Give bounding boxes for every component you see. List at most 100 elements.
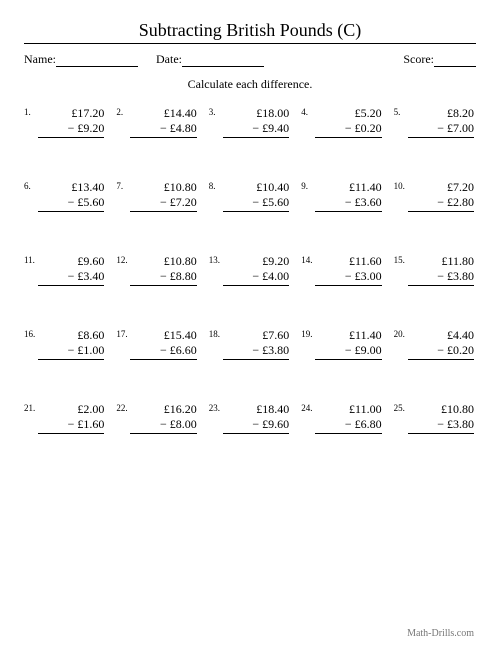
problem: 3.£18.00− £9.40	[209, 106, 291, 138]
subtrahend: − £9.00	[315, 343, 381, 360]
subtrahend: − £3.80	[223, 343, 289, 360]
minuend: £18.00	[223, 106, 289, 121]
problem-number: 10.	[394, 180, 408, 191]
page-title: Subtracting British Pounds (C)	[24, 20, 476, 41]
problem: 7.£10.80− £7.20	[116, 180, 198, 212]
problem-stack: £4.40− £0.20	[408, 328, 476, 360]
subtrahend: − £6.60	[130, 343, 196, 360]
minuend: £11.80	[408, 254, 474, 269]
subtrahend: − £7.20	[130, 195, 196, 212]
subtrahend: − £1.00	[38, 343, 104, 360]
problem-stack: £18.40− £9.60	[223, 402, 291, 434]
meta-row: Name: Date: Score:	[24, 52, 476, 67]
name-line	[56, 55, 138, 67]
problem-number: 17.	[116, 328, 130, 339]
problem: 2.£14.40− £4.80	[116, 106, 198, 138]
minuend: £10.80	[408, 402, 474, 417]
minuend: £7.60	[223, 328, 289, 343]
problem-stack: £11.80− £3.80	[408, 254, 476, 286]
problem-stack: £18.00− £9.40	[223, 106, 291, 138]
minuend: £5.20	[315, 106, 381, 121]
subtrahend: − £3.80	[408, 269, 474, 286]
problem-stack: £10.80− £3.80	[408, 402, 476, 434]
problem: 4.£5.20− £0.20	[301, 106, 383, 138]
minuend: £8.60	[38, 328, 104, 343]
problem: 19.£11.40− £9.00	[301, 328, 383, 360]
minuend: £13.40	[38, 180, 104, 195]
minuend: £18.40	[223, 402, 289, 417]
minuend: £15.40	[130, 328, 196, 343]
problem-stack: £5.20− £0.20	[315, 106, 383, 138]
problem-number: 11.	[24, 254, 38, 265]
problem: 11.£9.60− £3.40	[24, 254, 106, 286]
problem-stack: £11.40− £9.00	[315, 328, 383, 360]
problem: 10.£7.20− £2.80	[394, 180, 476, 212]
problem-number: 15.	[394, 254, 408, 265]
minuend: £11.40	[315, 328, 381, 343]
subtrahend: − £8.80	[130, 269, 196, 286]
subtrahend: − £9.40	[223, 121, 289, 138]
minuend: £9.60	[38, 254, 104, 269]
footer: Math-Drills.com	[407, 628, 474, 639]
problem-stack: £8.60− £1.00	[38, 328, 106, 360]
problem-stack: £10.80− £8.80	[130, 254, 198, 286]
problem: 20.£4.40− £0.20	[394, 328, 476, 360]
subtrahend: − £9.20	[38, 121, 104, 138]
subtrahend: − £8.00	[130, 417, 196, 434]
problem-number: 4.	[301, 106, 315, 117]
problem-number: 6.	[24, 180, 38, 191]
minuend: £10.40	[223, 180, 289, 195]
problem: 5.£8.20− £7.00	[394, 106, 476, 138]
problem-stack: £15.40− £6.60	[130, 328, 198, 360]
subtrahend: − £4.80	[130, 121, 196, 138]
subtrahend: − £5.60	[38, 195, 104, 212]
minuend: £9.20	[223, 254, 289, 269]
problem: 25.£10.80− £3.80	[394, 402, 476, 434]
subtrahend: − £0.20	[408, 343, 474, 360]
problem: 12.£10.80− £8.80	[116, 254, 198, 286]
score-field: Score:	[403, 52, 476, 67]
problem-stack: £16.20− £8.00	[130, 402, 198, 434]
problem-number: 7.	[116, 180, 130, 191]
problem-number: 20.	[394, 328, 408, 339]
minuend: £10.80	[130, 180, 196, 195]
problem: 9.£11.40− £3.60	[301, 180, 383, 212]
problem-stack: £7.20− £2.80	[408, 180, 476, 212]
problem-stack: £2.00− £1.60	[38, 402, 106, 434]
problem-number: 1.	[24, 106, 38, 117]
subtrahend: − £3.80	[408, 417, 474, 434]
minuend: £8.20	[408, 106, 474, 121]
problem-stack: £9.20− £4.00	[223, 254, 291, 286]
minuend: £11.00	[315, 402, 381, 417]
problem: 15.£11.80− £3.80	[394, 254, 476, 286]
problem-number: 19.	[301, 328, 315, 339]
problem: 16.£8.60− £1.00	[24, 328, 106, 360]
problem-number: 3.	[209, 106, 223, 117]
problem-stack: £11.40− £3.60	[315, 180, 383, 212]
problem-stack: £9.60− £3.40	[38, 254, 106, 286]
problem-stack: £10.40− £5.60	[223, 180, 291, 212]
problem-number: 2.	[116, 106, 130, 117]
minuend: £7.20	[408, 180, 474, 195]
score-line	[434, 55, 476, 67]
problem-number: 16.	[24, 328, 38, 339]
minuend: £2.00	[38, 402, 104, 417]
subtrahend: − £4.00	[223, 269, 289, 286]
score-label: Score:	[403, 52, 434, 67]
problem-number: 13.	[209, 254, 223, 265]
problem-number: 24.	[301, 402, 315, 413]
name-label: Name:	[24, 52, 56, 67]
problem-stack: £11.00− £6.80	[315, 402, 383, 434]
problem-stack: £17.20− £9.20	[38, 106, 106, 138]
subtrahend: − £9.60	[223, 417, 289, 434]
problem: 21.£2.00− £1.60	[24, 402, 106, 434]
problem-grid: 1.£17.20− £9.202.£14.40− £4.803.£18.00− …	[24, 106, 476, 434]
problem-stack: £7.60− £3.80	[223, 328, 291, 360]
problem: 24.£11.00− £6.80	[301, 402, 383, 434]
subtrahend: − £3.40	[38, 269, 104, 286]
problem-number: 23.	[209, 402, 223, 413]
problem-stack: £8.20− £7.00	[408, 106, 476, 138]
problem: 8.£10.40− £5.60	[209, 180, 291, 212]
problem-stack: £10.80− £7.20	[130, 180, 198, 212]
subtrahend: − £0.20	[315, 121, 381, 138]
